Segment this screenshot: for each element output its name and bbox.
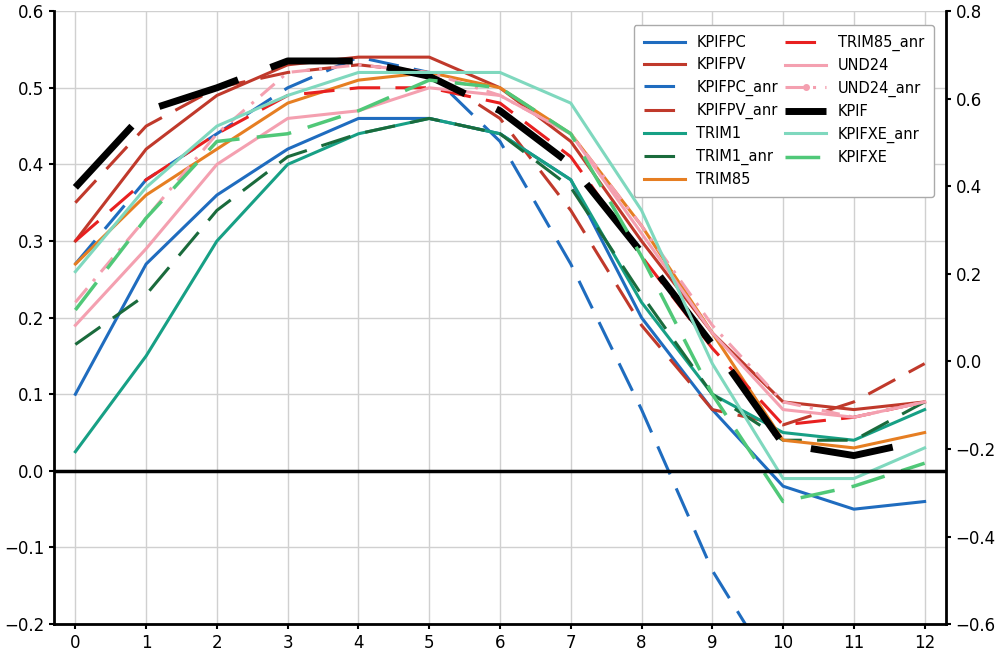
Legend: KPIFPC, KPIFPV, KPIFPC_anr, KPIFPV_anr, TRIM1, TRIM1_anr, TRIM85, TRIM85_anr, UN: KPIFPC, KPIFPV, KPIFPC_anr, KPIFPV_anr, … — [634, 24, 934, 197]
